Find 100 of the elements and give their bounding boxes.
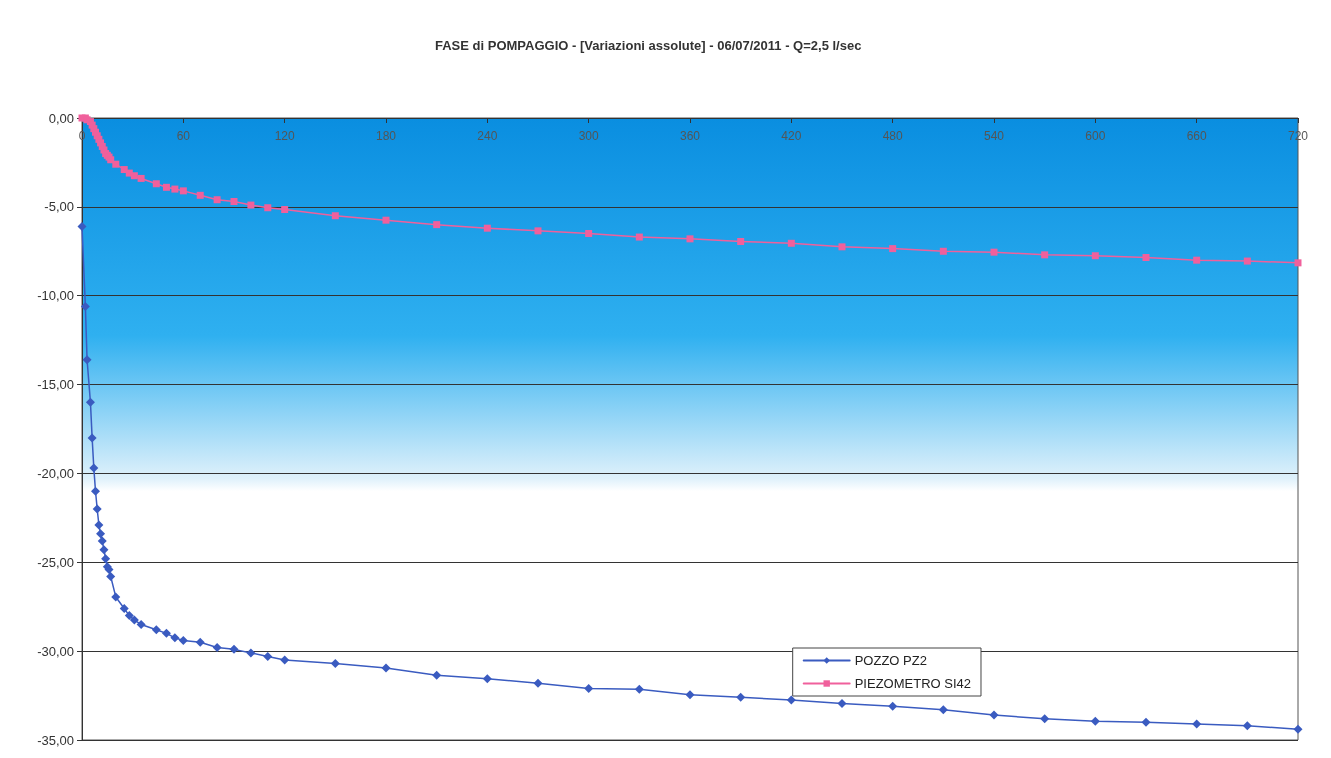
point <box>990 248 998 256</box>
point <box>1243 257 1251 265</box>
point <box>264 204 272 212</box>
point <box>89 463 99 473</box>
point <box>433 221 441 229</box>
legend-label: PIEZOMETRO SI42 <box>854 676 972 691</box>
point <box>635 233 643 241</box>
x-tick-label: 360 <box>679 129 701 143</box>
point <box>92 504 102 514</box>
point <box>101 554 111 564</box>
point <box>482 674 492 684</box>
x-tick-label: 540 <box>983 129 1005 143</box>
point <box>1193 256 1201 264</box>
point <box>195 637 205 647</box>
point <box>585 230 593 238</box>
point <box>533 678 543 688</box>
y-tick-label: -20,00 <box>37 465 74 481</box>
point <box>119 603 129 613</box>
point <box>124 611 134 621</box>
point <box>111 592 121 602</box>
point <box>1192 719 1202 729</box>
x-tick-label: 480 <box>882 129 903 143</box>
point <box>263 651 273 661</box>
x-tick-label: 240 <box>477 129 498 143</box>
point <box>162 183 170 191</box>
point <box>786 695 796 705</box>
x-tick-label: 60 <box>176 129 191 143</box>
point <box>685 690 695 700</box>
point <box>787 239 795 247</box>
y-tick-label: -25,00 <box>37 554 74 570</box>
x-tick-label: 180 <box>375 129 397 143</box>
x-tick-label: 120 <box>274 129 295 143</box>
point <box>129 615 139 625</box>
point <box>330 659 340 669</box>
x-tick-label: 720 <box>1287 129 1309 143</box>
point <box>151 625 161 635</box>
point <box>94 520 104 530</box>
point <box>737 238 745 246</box>
point <box>1091 252 1099 260</box>
point <box>989 710 999 720</box>
point <box>171 185 179 193</box>
point <box>170 633 180 643</box>
point <box>196 191 204 199</box>
point <box>534 227 542 235</box>
point <box>736 692 746 702</box>
point <box>1294 259 1302 267</box>
point <box>136 619 146 629</box>
x-tick-label: 300 <box>578 129 599 143</box>
point <box>130 172 138 180</box>
y-tick-label: -30,00 <box>37 643 74 659</box>
point <box>230 198 238 206</box>
point <box>1040 714 1050 724</box>
point <box>939 247 947 255</box>
point <box>178 635 188 645</box>
point <box>889 245 897 253</box>
point <box>1141 717 1151 727</box>
point <box>281 206 289 214</box>
point <box>80 301 90 311</box>
y-tick-label: -15,00 <box>37 377 74 393</box>
point <box>584 683 594 693</box>
point <box>938 705 948 715</box>
point <box>838 243 846 251</box>
point <box>99 545 109 555</box>
legend-label: POZZO PZ2 <box>854 653 927 668</box>
point <box>1293 724 1303 734</box>
point <box>686 235 694 243</box>
point <box>82 355 92 365</box>
x-tick-label: 660 <box>1186 129 1207 143</box>
x-tick-label: 0 <box>78 129 86 143</box>
point <box>1090 716 1100 726</box>
point <box>96 529 106 539</box>
point <box>1041 251 1049 259</box>
point <box>246 648 256 658</box>
point <box>77 221 87 231</box>
point <box>1242 721 1252 731</box>
y-tick-label: -10,00 <box>37 288 74 304</box>
point <box>280 655 290 665</box>
point <box>91 486 101 496</box>
point <box>152 180 160 188</box>
point <box>331 212 339 220</box>
point <box>212 643 222 653</box>
y-tick-label: -35,00 <box>37 732 74 748</box>
point <box>837 699 847 709</box>
x-tick-label: 420 <box>781 129 802 143</box>
point <box>87 433 97 443</box>
y-tick-label: 0,00 <box>48 110 74 126</box>
point <box>381 663 391 673</box>
point <box>888 701 898 711</box>
point <box>634 684 644 694</box>
point <box>229 644 239 654</box>
point <box>97 536 107 546</box>
point <box>432 670 442 680</box>
point <box>112 160 120 168</box>
x-tick-label: 600 <box>1085 129 1106 143</box>
point <box>85 397 95 407</box>
chart-title: FASE di POMPAGGIO - [Variazioni assolute] - 06/07/2011 - Q=2,5 l/sec <box>435 38 862 53</box>
point <box>483 224 491 232</box>
point <box>137 174 145 182</box>
point <box>106 572 116 581</box>
point <box>161 628 171 638</box>
